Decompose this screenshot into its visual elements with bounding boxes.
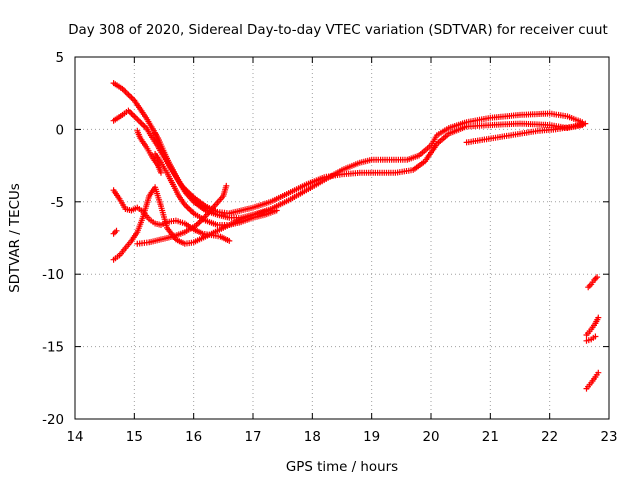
series-track-9 bbox=[134, 127, 164, 176]
x-tick-label: 15 bbox=[126, 430, 143, 445]
x-tick-label: 18 bbox=[304, 430, 321, 445]
data-point bbox=[582, 120, 589, 127]
series-track-6 bbox=[134, 182, 230, 247]
series-track-7 bbox=[110, 227, 120, 237]
data-points bbox=[110, 80, 602, 392]
axis-ticks: 14 15 16 17 18 19 20 21 22 23 5 0 -5 -10 -15 -20 bbox=[42, 51, 617, 445]
series-track-4 bbox=[110, 187, 233, 244]
y-tick-label: 5 bbox=[55, 51, 64, 66]
data-point bbox=[208, 206, 215, 212]
data-point bbox=[158, 169, 164, 176]
y-tick-label: -20 bbox=[42, 413, 64, 428]
data-point bbox=[267, 207, 274, 214]
series-track-5 bbox=[110, 184, 274, 263]
y-tick-label: -5 bbox=[51, 196, 64, 211]
y-tick-label: 0 bbox=[55, 123, 64, 138]
series-track-12 bbox=[583, 314, 602, 338]
x-tick-label: 20 bbox=[422, 430, 439, 445]
x-axis-label: GPS time / hours bbox=[286, 460, 398, 475]
series-track-14 bbox=[583, 369, 602, 392]
data-point bbox=[113, 227, 120, 234]
data-point bbox=[595, 369, 602, 376]
data-point bbox=[273, 207, 280, 214]
y-tick-label: -15 bbox=[42, 341, 64, 356]
x-tick-label: 19 bbox=[363, 430, 380, 445]
x-tick-label: 14 bbox=[66, 430, 83, 445]
series-track-10 bbox=[463, 120, 589, 146]
chart-title: Day 308 of 2020, Sidereal Day-to-day VTE… bbox=[68, 23, 608, 38]
data-point bbox=[592, 333, 599, 340]
data-point bbox=[595, 314, 602, 321]
data-point bbox=[223, 182, 230, 189]
y-axis-label: SDTVAR / TECUs bbox=[8, 183, 23, 293]
data-point bbox=[226, 237, 233, 244]
x-tick-label: 22 bbox=[541, 430, 558, 445]
x-tick-label: 21 bbox=[482, 430, 499, 445]
series-track-11 bbox=[585, 274, 601, 291]
series-track-8 bbox=[152, 130, 215, 212]
plot-frame bbox=[74, 56, 610, 420]
x-tick-label: 23 bbox=[600, 430, 617, 445]
x-tick-label: 17 bbox=[244, 430, 261, 445]
y-tick-label: -10 bbox=[42, 268, 64, 283]
data-point bbox=[594, 274, 601, 281]
series-track-13 bbox=[583, 333, 599, 344]
x-tick-label: 16 bbox=[185, 430, 202, 445]
